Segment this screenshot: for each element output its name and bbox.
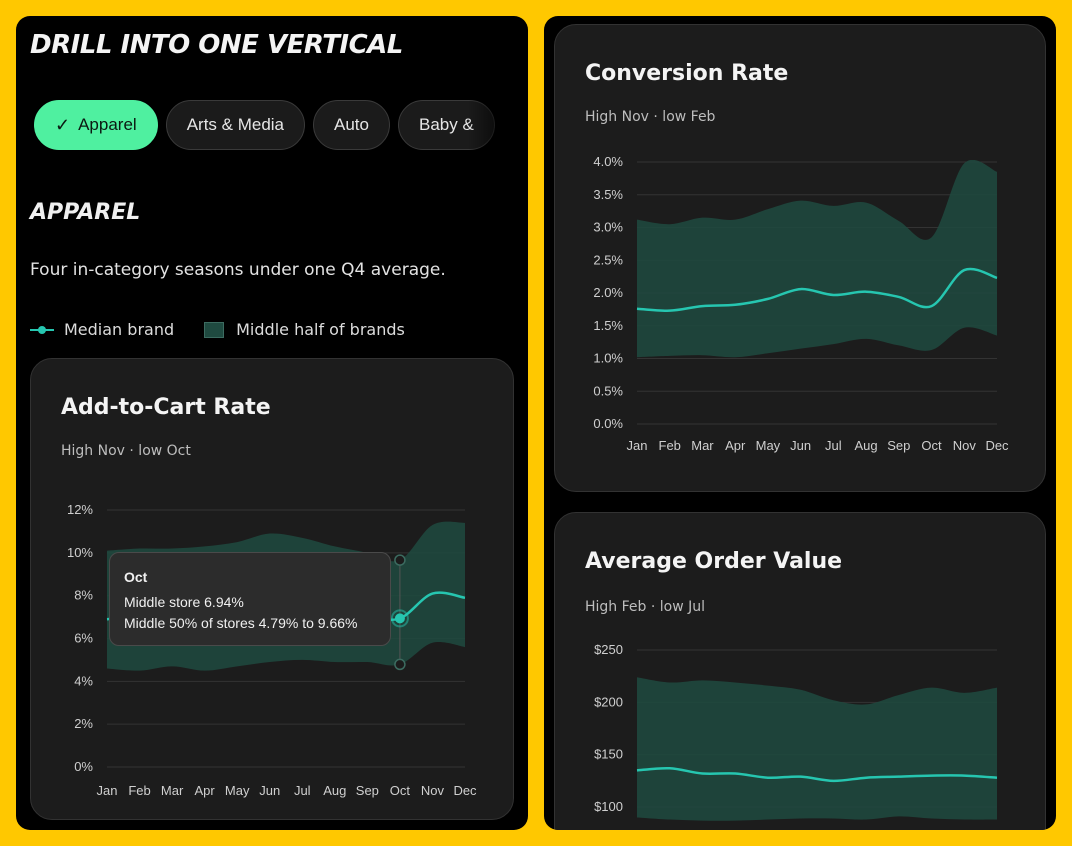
pill-arts-media[interactable]: Arts & Media [165,100,306,150]
right-panel: Conversion Rate High Nov · low Feb 0.0% 0… [544,16,1056,830]
card-subtitle: High Feb · low Jul [585,599,706,615]
y-tick-label: 6% [74,631,93,646]
pill-label: Apparel [78,115,137,134]
y-tick-label: 3.5% [593,187,623,202]
median-line-swatch [30,325,54,334]
x-tick-label: Dec [985,438,1009,453]
y-tick-label: $100 [594,799,623,814]
y-tick-label: 8% [74,588,93,603]
x-tick-label: Dec [453,783,477,798]
y-tick-label: 0% [74,759,93,774]
x-tick-label: Feb [128,783,150,798]
card-subtitle: High Nov · low Feb [585,109,716,125]
pill-label: Arts & Media [186,115,285,134]
tooltip-line-range: Middle 50% of stores 4.79% to 9.66% [124,615,358,631]
plot-area [636,677,998,821]
chart-tooltip: Oct Middle store 6.94% Middle 50% of sto… [109,552,391,646]
x-tick-label: Apr [725,438,746,453]
pill-auto[interactable]: Auto [313,100,390,150]
x-tick-label: Nov [421,783,445,798]
card-title: Average Order Value [585,549,843,574]
y-tick-label: 2% [74,716,93,731]
add-to-cart-card: Add-to-Cart Rate High Nov · low Oct 0% 2%… [30,358,514,820]
median-marker [394,613,405,624]
x-tick-label: Apr [195,783,216,798]
tooltip-line-median: Middle store 6.94% [124,594,244,610]
legend-band-label: Middle half of brands [236,320,405,339]
page-heading: DRILL INTO ONE VERTICAL [30,30,403,60]
conversion-rate-chart[interactable]: 0.0% 0.5% 1.0% 1.5% 2.0% 2.5% 3.0% 3.5% 4.0% Jan F… [555,25,1047,493]
median-marker-ring [390,609,409,628]
x-tick-label: Aug [323,783,346,798]
plot-area [636,160,998,358]
y-tick-label: 12% [67,502,93,517]
legend-median-label: Median brand [64,320,175,339]
middle-half-band [637,160,997,358]
legend-band: Middle half of brands [204,320,405,339]
median-line [636,766,998,783]
x-tick-label: Aug [855,438,878,453]
pill-apparel[interactable]: ✓ Apparel [34,100,158,150]
section-title: APPAREL [30,200,141,225]
card-title: Add-to-Cart Rate [61,395,271,420]
x-tick-label: Feb [659,438,681,453]
conversion-rate-card: Conversion Rate High Nov · low Feb 0.0% 0… [554,24,1046,492]
y-tick-label: 0.0% [593,416,623,431]
x-tick-label: Jan [627,438,648,453]
x-tick-label: Jun [790,438,811,453]
average-order-value-chart[interactable]: $100 $150 $200 $250 [555,513,1047,830]
legend-median: Median brand [30,320,174,339]
x-tick-label: Oct [921,438,942,453]
chart-legend: Median brand Middle half of brands [30,320,435,339]
y-tick-label: 0.5% [593,383,623,398]
x-tick-label: Jul [294,783,311,798]
y-tick-label: $200 [594,694,623,709]
x-tick-label: Jul [825,438,842,453]
average-order-value-card: Average Order Value High Feb · low Jul $… [554,512,1046,830]
card-subtitle: High Nov · low Oct [61,443,191,459]
x-tick-label: Oct [390,783,411,798]
y-tick-label: 3.0% [593,220,623,235]
y-tick-label: $150 [594,747,623,762]
x-tick-label: Jan [97,783,118,798]
y-tick-label: 4% [74,673,93,688]
band-low-marker [394,658,406,671]
x-tick-label: Mar [161,783,184,798]
vertical-selector: ✓ Apparel Arts & Media Auto Baby & [34,100,528,152]
pill-baby[interactable]: Baby & [398,100,495,150]
middle-half-band [637,677,997,821]
x-tick-label: Sep [887,438,910,453]
pill-label: Auto [334,115,369,134]
left-panel: DRILL INTO ONE VERTICAL ✓ Apparel Arts &… [16,16,528,830]
card-title: Conversion Rate [585,61,789,86]
band-high-marker [394,554,406,566]
x-tick-label: Nov [953,438,977,453]
section-description: Four in-category seasons under one Q4 av… [30,260,446,280]
y-tick-label: 4.0% [593,154,623,169]
y-tick-label: 1.0% [593,351,623,366]
median-line [636,267,998,312]
pill-label: Baby & [419,115,474,134]
y-tick-label: $250 [594,642,623,657]
x-tick-label: May [225,783,250,798]
x-tick-label: Jun [259,783,280,798]
x-tick-label: May [756,438,781,453]
y-tick-label: 2.5% [593,252,623,267]
y-tick-label: 2.0% [593,285,623,300]
tooltip-month: Oct [124,569,148,585]
band-swatch [204,321,225,338]
x-tick-label: Mar [691,438,714,453]
y-tick-label: 10% [67,545,93,560]
y-tick-label: 1.5% [593,318,623,333]
x-tick-label: Sep [356,783,379,798]
check-icon: ✓ [55,114,71,135]
